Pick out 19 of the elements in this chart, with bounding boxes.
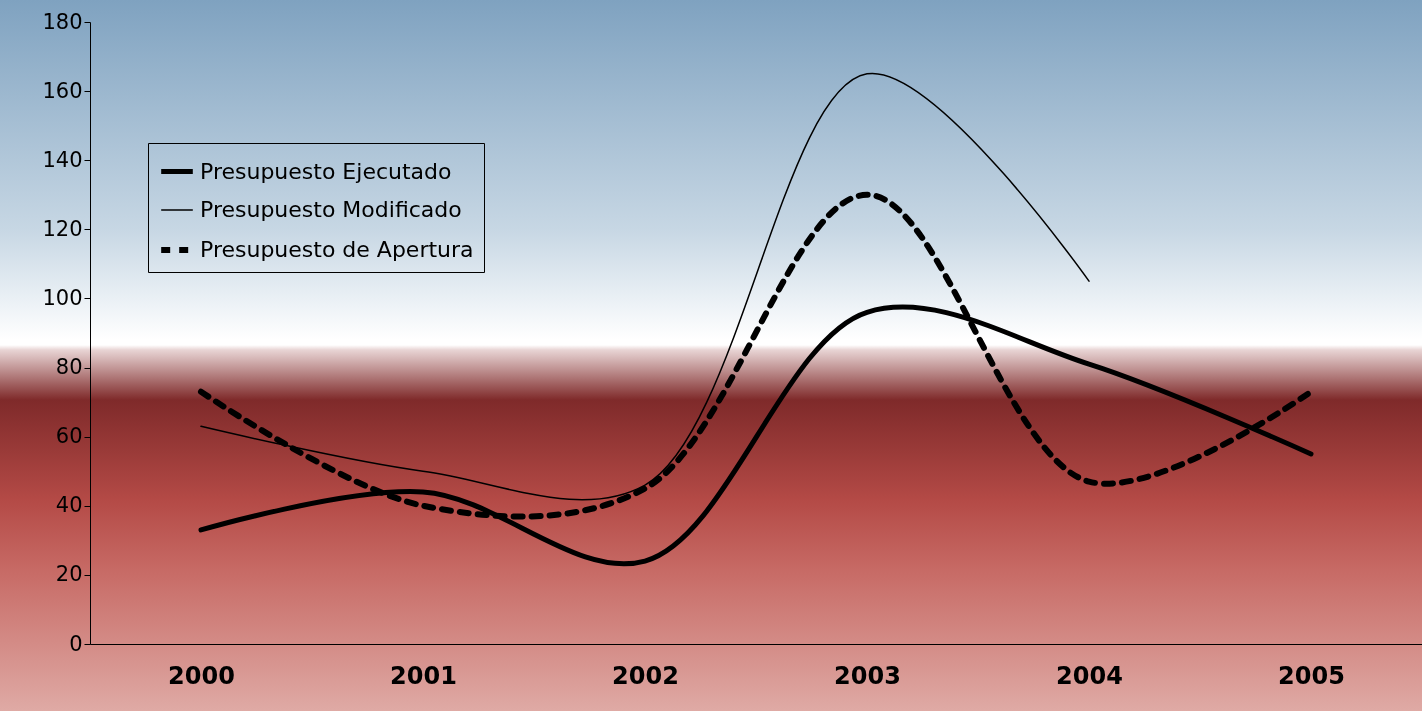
legend-label: Presupuesto de Apertura bbox=[200, 237, 474, 262]
x-tick-label: 2002 bbox=[612, 661, 679, 690]
legend-label: Presupuesto Modificado bbox=[200, 197, 462, 222]
x-tick-label: 2003 bbox=[834, 661, 901, 690]
y-tick-label: 100 bbox=[42, 285, 83, 310]
y-tick-label: 40 bbox=[55, 493, 83, 518]
y-tick-label: 120 bbox=[42, 216, 83, 241]
x-tick-label: 2005 bbox=[1278, 661, 1345, 690]
x-tick-label: 2000 bbox=[168, 661, 235, 690]
legend-label: Presupuesto Ejecutado bbox=[200, 158, 452, 184]
y-tick-label: 80 bbox=[55, 355, 83, 380]
y-tick-label: 180 bbox=[42, 9, 83, 34]
y-tick-label: 60 bbox=[55, 424, 83, 449]
y-tick-label: 0 bbox=[69, 631, 83, 656]
x-tick-label: 2004 bbox=[1056, 661, 1123, 690]
x-tick-label: 2001 bbox=[390, 661, 457, 690]
y-tick-label: 140 bbox=[42, 147, 83, 172]
y-tick-label: 160 bbox=[42, 78, 83, 103]
y-tick-label: 20 bbox=[55, 562, 83, 587]
